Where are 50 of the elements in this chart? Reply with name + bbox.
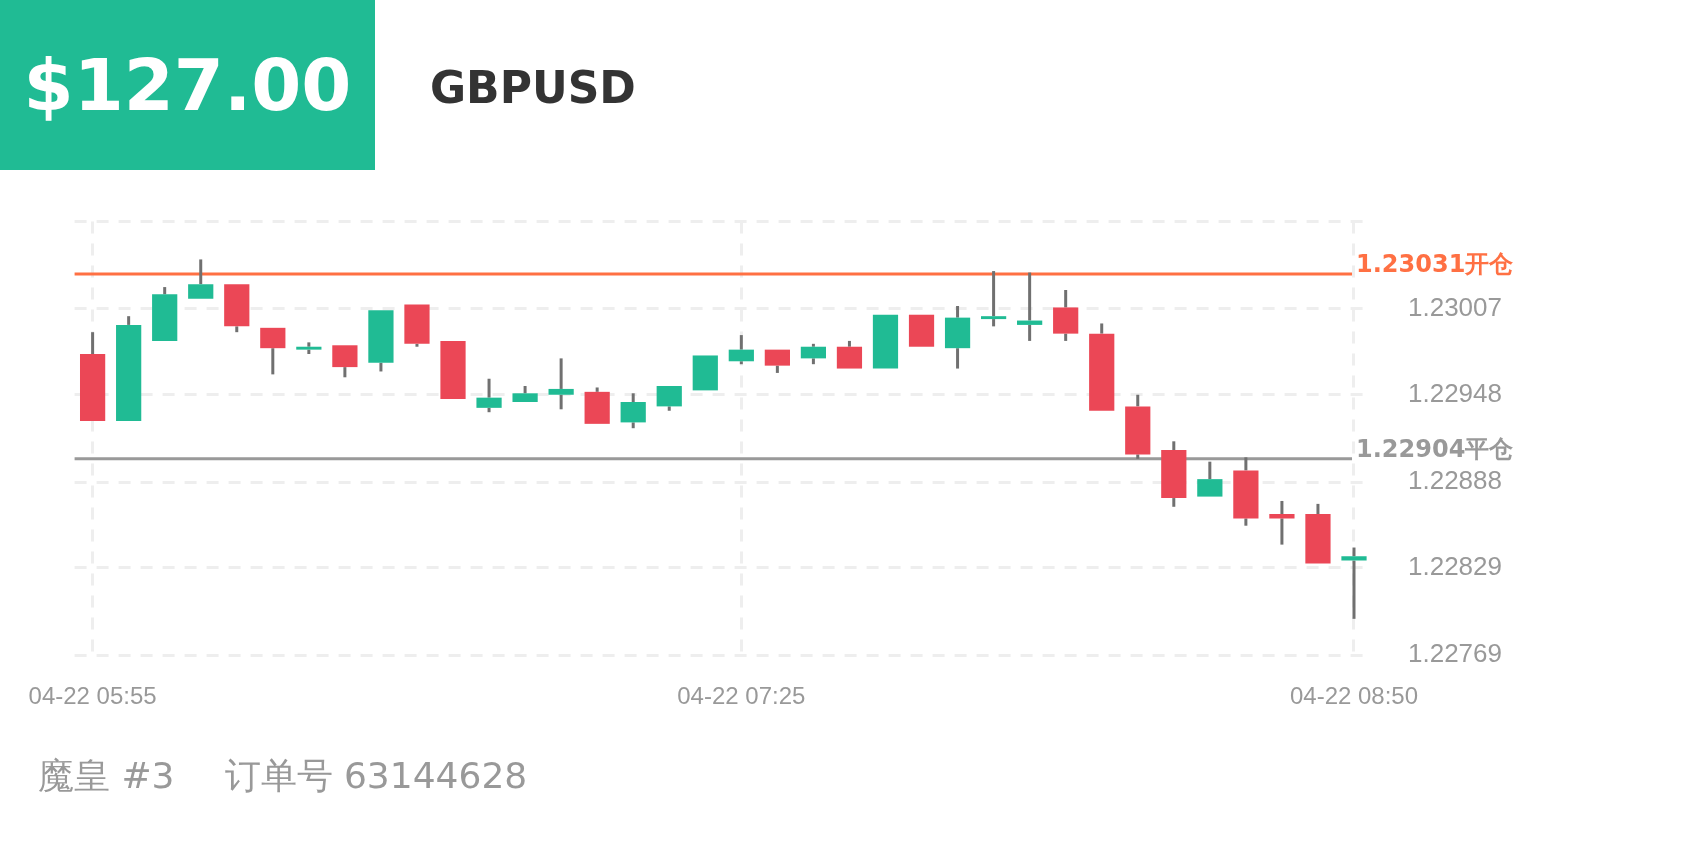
- candlestick: [764, 349, 790, 373]
- candlestick: [476, 378, 502, 414]
- candlestick: [620, 393, 646, 430]
- candlestick: [872, 314, 899, 369]
- y-tick-label: 1.22829: [1408, 551, 1502, 582]
- x-tick-label: 04-22 05:55: [28, 682, 157, 710]
- candlestick: [1161, 441, 1187, 507]
- candlestick: [1089, 323, 1115, 411]
- candlestick: [548, 358, 574, 410]
- candlestick: [980, 271, 1007, 327]
- ref-line-label: 1.23031开仓: [1356, 250, 1515, 279]
- candlestick: [1197, 461, 1223, 497]
- candlestick: [692, 355, 718, 391]
- candlestick: [1269, 500, 1295, 545]
- y-tick-label: 1.22888: [1408, 465, 1502, 496]
- candlestick: [152, 287, 178, 341]
- candlestick: [908, 314, 935, 347]
- candlestick: [260, 327, 286, 375]
- candlestick: [800, 342, 827, 366]
- candlestick: [728, 335, 754, 366]
- y-tick-label: 1.22769: [1408, 638, 1502, 669]
- candlestick: [836, 339, 863, 369]
- text: 魔皇 #3: [38, 755, 175, 796]
- x-tick-label: 04-22 08:50: [1289, 682, 1419, 710]
- y-tick-label: 1.22948: [1408, 377, 1502, 408]
- candlestick: [332, 345, 358, 378]
- candlestick: [116, 316, 142, 421]
- chart-title: GBPUSD: [430, 62, 636, 113]
- candlestick: [224, 284, 250, 334]
- chart-subtitle: $127.00: [0, 0, 375, 170]
- candlestick: [296, 342, 322, 355]
- candlestick: [1017, 272, 1043, 341]
- candlestick: [584, 387, 610, 424]
- candlestick: [368, 310, 394, 372]
- candlestick: [1125, 394, 1151, 459]
- candlestick: [188, 259, 214, 299]
- candlestick: [440, 340, 466, 400]
- y-tick-label: 1.23007: [1408, 292, 1502, 323]
- candlestick: [1341, 547, 1367, 619]
- candlestick: [1053, 289, 1079, 341]
- candlestick: [944, 305, 971, 369]
- x-tick-label: 04-22 07:25: [677, 682, 806, 710]
- candlestick: [404, 304, 430, 347]
- ref-line-label: 1.22904平仓: [1356, 435, 1515, 463]
- text: 订单号 63144628: [224, 755, 528, 796]
- candlestick: [1305, 502, 1331, 564]
- candlestick: [80, 332, 106, 421]
- candlestick: [656, 386, 682, 411]
- candlestick: [1233, 457, 1259, 526]
- candlestick: [512, 386, 538, 403]
